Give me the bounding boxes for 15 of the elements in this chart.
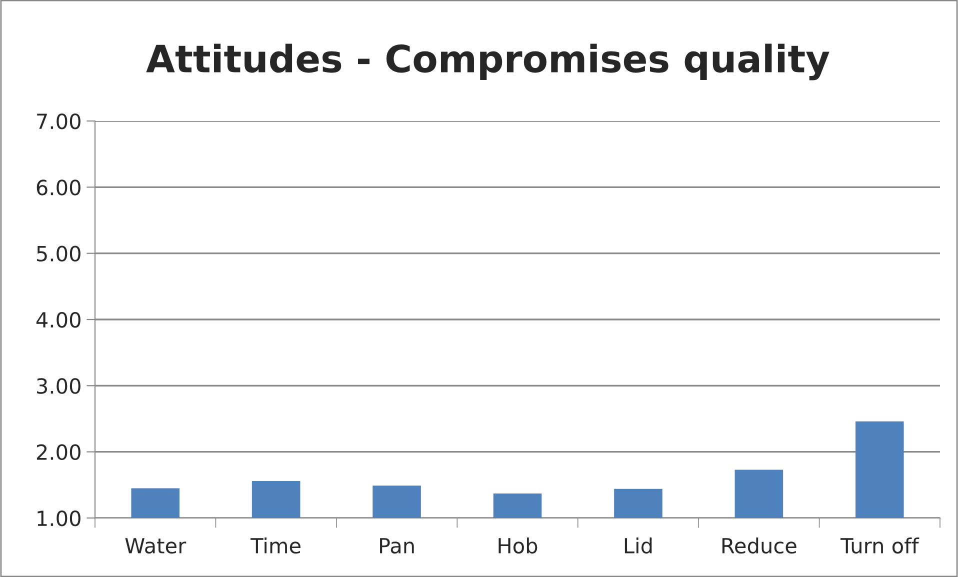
y-tick-label: 6.00 xyxy=(36,180,80,196)
x-tick-label: Pan xyxy=(380,538,414,554)
x-tick-label: Water xyxy=(125,538,186,554)
y-tick-label: 3.00 xyxy=(37,378,80,394)
x-tick-label: Lid xyxy=(624,537,652,554)
y-tick-label: 2.00 xyxy=(36,444,80,460)
y-tick-label: 4.00 xyxy=(36,312,80,328)
y-tick-label: 1.00 xyxy=(38,510,80,526)
x-tick-label: Time xyxy=(250,537,300,554)
x-tick-label: Hob xyxy=(498,537,538,554)
y-tick-label: 5.00 xyxy=(37,246,80,262)
x-tick-label: Turn off xyxy=(840,537,920,554)
x-tick-label: Reduce xyxy=(722,537,796,554)
y-tick-label: 7.00 xyxy=(37,113,80,130)
chart-title: Attitudes - Compromises quality xyxy=(146,44,830,80)
